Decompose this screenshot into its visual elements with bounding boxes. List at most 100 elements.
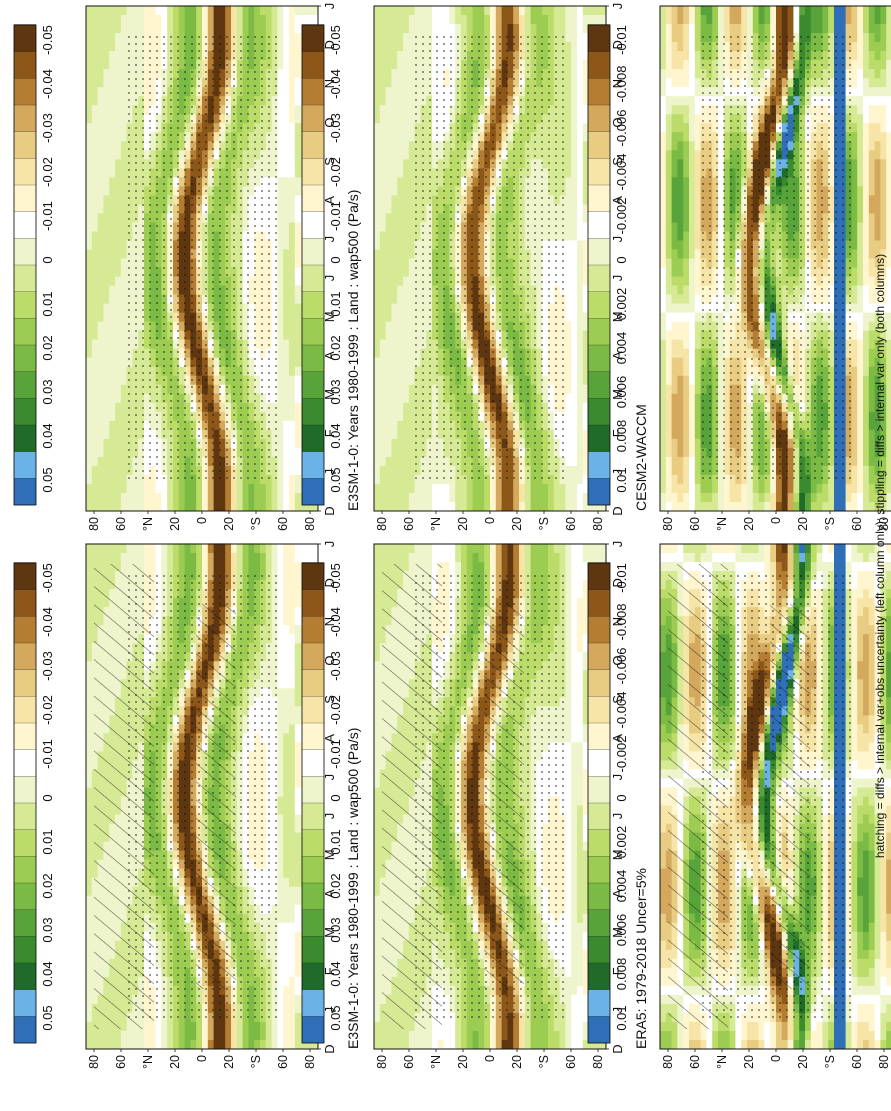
heatmap-cell (167, 543, 174, 554)
heatmap-cell (294, 904, 302, 914)
heatmap-cell (277, 158, 284, 169)
heatmap-cell (86, 931, 93, 941)
heatmap-cell (236, 14, 244, 25)
heatmap-cell (289, 221, 296, 232)
heatmap-cell (283, 275, 290, 286)
heatmap-cell (277, 588, 284, 599)
heatmap-cell (294, 221, 302, 232)
heatmap-cell (115, 149, 122, 160)
heatmap-cell (294, 176, 302, 187)
y-tick-label: 20 (168, 517, 182, 531)
heatmap-cell (277, 1021, 284, 1031)
heatmap-cell (190, 5, 197, 16)
heatmap-cell (513, 1021, 520, 1031)
heatmap-cell (248, 501, 255, 511)
heatmap-cell (495, 1021, 503, 1031)
heatmap-cell (265, 552, 273, 563)
heatmap-cell (289, 194, 296, 205)
heatmap-cell (294, 86, 302, 97)
heatmap-cell (103, 483, 110, 493)
heatmap-cell (271, 14, 279, 25)
heatmap-cell (260, 23, 267, 34)
heatmap-cell (283, 420, 290, 430)
heatmap-cell (507, 1021, 514, 1031)
heatmap-cell (184, 552, 192, 563)
heatmap-cell (283, 474, 290, 484)
heatmap-cell (86, 104, 93, 115)
heatmap-cell (97, 221, 104, 232)
heatmap-cell (294, 768, 302, 779)
heatmap-cell (86, 579, 93, 590)
heatmap-cell (161, 5, 168, 16)
heatmap-cell (277, 732, 284, 743)
heatmap-cell (103, 420, 110, 430)
heatmap-cell (294, 696, 302, 707)
heatmap-cell (213, 501, 221, 511)
heatmap-cell (103, 167, 110, 178)
heatmap-cell (283, 203, 290, 214)
heatmap-cell (294, 913, 302, 923)
heatmap-cell (190, 1039, 197, 1049)
heatmap-cell (507, 1030, 514, 1040)
heatmap-cell (283, 230, 290, 241)
heatmap-cell (289, 284, 296, 295)
heatmap-cell (242, 483, 250, 493)
heatmap-cell (294, 588, 302, 599)
heatmap-cell (109, 77, 116, 88)
heatmap-cell (289, 86, 296, 97)
heatmap-cell (97, 411, 104, 421)
heatmap-cell (289, 985, 296, 995)
heatmap-cell (289, 904, 296, 914)
heatmap-cell (294, 660, 302, 671)
heatmap-cell (260, 492, 267, 502)
heatmap-cell (294, 375, 302, 385)
heatmap-cell (248, 5, 255, 16)
heatmap-cell (109, 384, 116, 394)
heatmap-cell (115, 239, 122, 250)
heatmap-cell (86, 859, 93, 869)
heatmap-cell (283, 967, 290, 977)
heatmap-cell (283, 859, 290, 869)
heatmap-cell (294, 77, 302, 88)
heatmap-cell (86, 624, 93, 635)
heatmap-cell (294, 203, 302, 214)
heatmap-cell (86, 375, 93, 385)
heatmap-cell (289, 140, 296, 151)
heatmap-cell (277, 221, 284, 232)
colorbar-tick-label: 0.02 (328, 873, 343, 898)
colorbar-swatch (13, 829, 37, 857)
heatmap-cell (161, 561, 168, 572)
heatmap-cell (559, 1021, 566, 1031)
heatmap-cell (294, 32, 302, 43)
heatmap-cell (91, 411, 99, 421)
heatmap-cell (196, 14, 203, 25)
heatmap-cell (144, 543, 151, 554)
heatmap-cell (277, 429, 284, 439)
heatmap-cell (86, 456, 93, 466)
heatmap-cell (86, 759, 93, 770)
heatmap-cell (271, 5, 279, 16)
heatmap-cell (149, 5, 157, 16)
heatmap-cell (294, 140, 302, 151)
heatmap-cell (289, 50, 296, 61)
heatmap-cell (248, 23, 255, 34)
heatmap-cell (91, 474, 99, 484)
y-tick-label: °N (141, 1055, 155, 1069)
heatmap-cell (577, 1039, 584, 1049)
heatmap-cell (91, 248, 99, 259)
heatmap-cell (283, 266, 290, 277)
heatmap-cell (277, 633, 284, 644)
heatmap-cell (86, 248, 93, 259)
heatmap-cell (461, 1039, 468, 1049)
heatmap-cell (294, 886, 302, 896)
heatmap-cell (577, 976, 584, 986)
heatmap-cell (289, 312, 296, 322)
heatmap-cell (86, 239, 93, 250)
heatmap-cell (414, 1030, 422, 1040)
heatmap-cell (86, 678, 93, 689)
heatmap-cell (283, 868, 290, 878)
heatmap-cell (86, 985, 93, 995)
colorbar-swatch (301, 562, 325, 590)
heatmap-cell (283, 804, 290, 815)
